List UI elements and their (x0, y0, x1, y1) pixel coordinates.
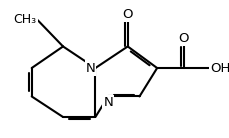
Text: N: N (103, 96, 112, 109)
Text: O: O (177, 31, 188, 44)
Text: O: O (122, 8, 132, 21)
Text: N: N (85, 62, 95, 75)
Text: OH: OH (209, 62, 229, 75)
Text: CH₃: CH₃ (14, 13, 36, 26)
